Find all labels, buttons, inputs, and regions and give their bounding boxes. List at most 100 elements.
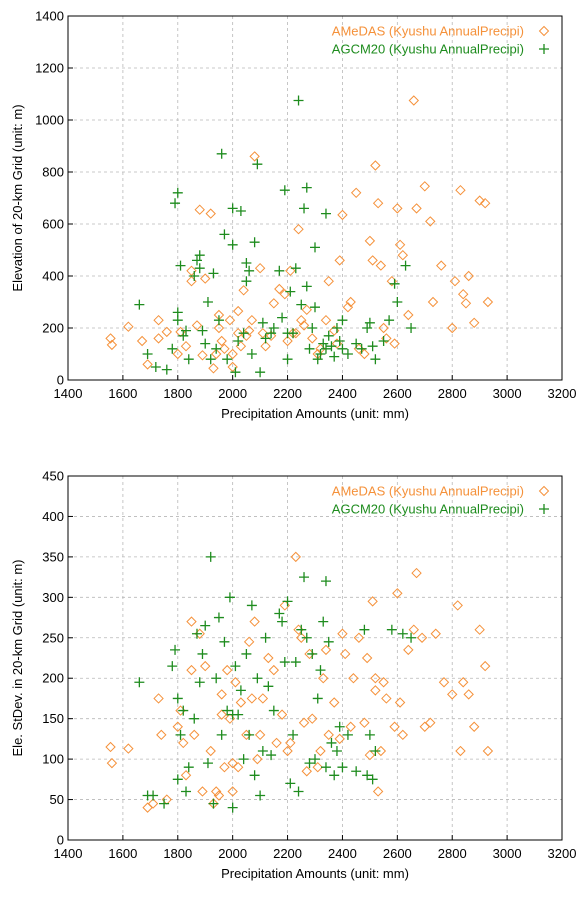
amedas-point bbox=[274, 283, 285, 295]
agcm20-point bbox=[194, 677, 205, 688]
amedas-point bbox=[232, 305, 244, 317]
agcm20-point bbox=[301, 632, 312, 643]
x-tick-label: 2200 bbox=[273, 846, 302, 861]
agcm20-point bbox=[277, 616, 288, 627]
agcm20-point bbox=[384, 315, 395, 326]
plot-frame bbox=[67, 475, 563, 841]
y-tick-label: 1400 bbox=[35, 9, 64, 24]
agcm20-point bbox=[213, 315, 224, 326]
amedas-point bbox=[334, 255, 345, 266]
amedas-point bbox=[457, 677, 469, 688]
amedas-point bbox=[353, 632, 365, 643]
agcm20-point bbox=[172, 315, 183, 326]
agcm20-point bbox=[359, 624, 370, 635]
amedas-point bbox=[282, 335, 293, 347]
amedas-point bbox=[468, 317, 480, 329]
agcm20-point bbox=[337, 343, 348, 354]
agcm20-point bbox=[301, 182, 312, 193]
agcm20-point bbox=[356, 343, 367, 354]
legend-label-agcm20: AGCM20 (Kyushu AnnualPrecipi) bbox=[332, 502, 524, 517]
agcm20-point bbox=[200, 620, 211, 631]
amedas-point bbox=[153, 693, 164, 704]
agcm20-point bbox=[172, 774, 183, 785]
agcm20-point bbox=[148, 790, 159, 801]
legend-marker-diamond-icon bbox=[538, 25, 550, 37]
agcm20-point bbox=[370, 354, 381, 365]
amedas-point bbox=[392, 203, 403, 214]
agcm20-point bbox=[142, 349, 153, 359]
amedas-point bbox=[364, 749, 376, 761]
amedas-point bbox=[397, 249, 409, 261]
agcm20-point bbox=[194, 250, 205, 261]
agcm20-point bbox=[205, 551, 216, 562]
amedas-point bbox=[337, 628, 348, 639]
amedas-point bbox=[268, 298, 280, 309]
amedas-point bbox=[463, 270, 474, 282]
agcm20-point bbox=[279, 657, 290, 668]
agcm20-point bbox=[249, 770, 260, 781]
amedas-point bbox=[425, 216, 436, 227]
y-tick-label: 250 bbox=[42, 630, 64, 645]
agcm20-point bbox=[331, 746, 342, 757]
amedas-point bbox=[161, 326, 173, 338]
agcm20-point bbox=[310, 242, 320, 253]
amedas-point bbox=[153, 314, 164, 326]
amedas-point bbox=[296, 632, 307, 643]
amedas-point bbox=[235, 697, 247, 708]
amedas-point bbox=[449, 275, 461, 287]
amedas-point bbox=[389, 338, 400, 349]
amedas-point bbox=[197, 350, 208, 361]
series-agcm20 bbox=[134, 551, 417, 813]
amedas-point bbox=[372, 197, 384, 209]
agcm20-point bbox=[235, 206, 246, 216]
agcm20-point bbox=[219, 636, 230, 647]
amedas-point bbox=[186, 616, 197, 627]
amedas-point bbox=[334, 733, 345, 745]
amedas-point bbox=[246, 693, 258, 704]
agcm20-point bbox=[172, 187, 183, 198]
amedas-point bbox=[153, 333, 164, 344]
agcm20-point bbox=[216, 148, 227, 159]
amedas-point bbox=[142, 359, 153, 370]
y-tick-label: 800 bbox=[42, 165, 64, 180]
amedas-point bbox=[194, 204, 205, 215]
legend-marker-diamond-icon bbox=[538, 485, 550, 497]
agcm20-point bbox=[279, 185, 290, 196]
agcm20-point bbox=[260, 632, 271, 643]
amedas-point bbox=[172, 721, 183, 732]
amedas-point bbox=[213, 322, 225, 334]
y-tick-label: 600 bbox=[42, 217, 64, 232]
agcm20-point bbox=[178, 705, 189, 716]
agcm20-point bbox=[260, 333, 271, 344]
x-tick-label: 2000 bbox=[218, 386, 247, 401]
amedas-point bbox=[260, 340, 271, 352]
agcm20-point bbox=[290, 263, 301, 274]
amedas-point bbox=[243, 325, 255, 336]
agcm20-point bbox=[288, 729, 299, 740]
amedas-point bbox=[249, 616, 260, 627]
agcm20-point bbox=[244, 265, 255, 276]
amedas-point bbox=[282, 745, 293, 757]
agcm20-point bbox=[293, 95, 304, 106]
agcm20-point bbox=[167, 343, 178, 354]
agcm20-point bbox=[285, 286, 296, 297]
agcm20-point bbox=[202, 297, 213, 307]
amedas-point bbox=[285, 737, 296, 749]
agcm20-point bbox=[222, 354, 233, 365]
amedas-point bbox=[147, 798, 159, 809]
agcm20-point bbox=[320, 576, 331, 587]
agcm20-point bbox=[315, 665, 326, 676]
agcm20-point bbox=[320, 762, 331, 773]
agcm20-point bbox=[386, 624, 397, 635]
agcm20-point bbox=[301, 281, 312, 292]
agcm20-point bbox=[282, 354, 293, 365]
amedas-point bbox=[474, 195, 485, 206]
amedas-point bbox=[389, 721, 400, 732]
amedas-point bbox=[337, 209, 348, 221]
amedas-point bbox=[408, 95, 420, 106]
agcm20-point bbox=[200, 338, 211, 349]
agcm20-point bbox=[274, 265, 285, 276]
agcm20-point bbox=[252, 159, 263, 170]
x-tick-label: 3200 bbox=[548, 386, 576, 401]
agcm20-point bbox=[189, 271, 200, 281]
